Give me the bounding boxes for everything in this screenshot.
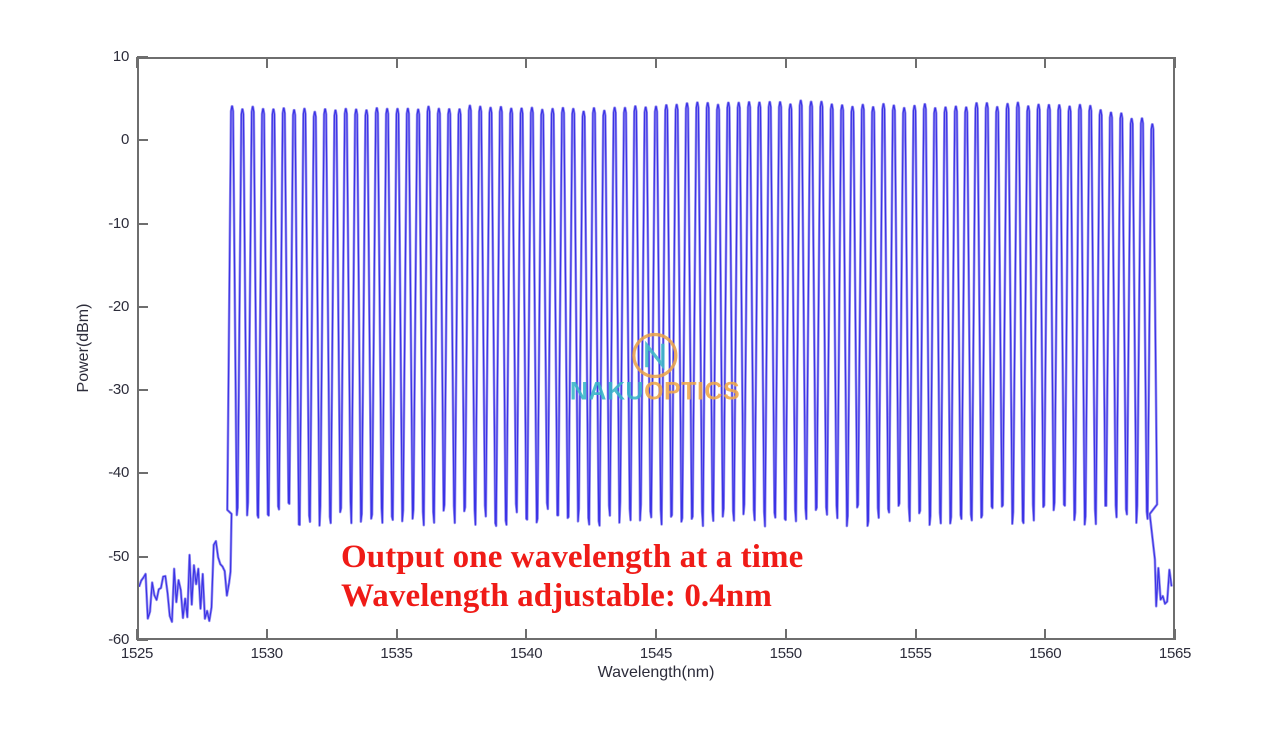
- annotation-line-1: Output one wavelength at a time: [341, 539, 804, 575]
- y-axis-tick: [137, 305, 148, 308]
- x-axis-tick: [655, 629, 657, 640]
- y-axis-title: Power(dBm): [75, 303, 92, 393]
- y-axis-tick: [137, 56, 148, 58]
- red-annotation-text: Output one wavelength at a time Waveleng…: [341, 538, 803, 616]
- y-axis-tick-label: -60: [108, 631, 129, 648]
- x-axis-tick: [784, 629, 787, 640]
- x-axis-tick-top: [655, 57, 657, 68]
- y-axis-tick: [137, 139, 148, 142]
- x-axis-tick-label: 1565: [1158, 645, 1192, 662]
- y-axis-tick-label: -50: [108, 547, 129, 565]
- y-axis-tick: [137, 555, 148, 558]
- y-axis-tick-label: -10: [108, 214, 129, 232]
- x-axis-title: Wavelength(nm): [597, 664, 715, 681]
- x-axis-tick-label: 1530: [250, 645, 283, 662]
- x-axis-tick-label: 1535: [380, 645, 413, 662]
- y-axis-tick: [137, 639, 148, 641]
- x-axis-tick-label: 1560: [1029, 645, 1062, 662]
- x-axis-tick-top: [136, 57, 138, 68]
- y-axis-tick-label: -40: [108, 464, 129, 482]
- x-axis-tick-top: [1174, 57, 1176, 68]
- x-axis-tick-label: 1540: [510, 645, 543, 662]
- y-axis-tick: [137, 222, 148, 225]
- y-axis-tick-label: -20: [108, 297, 129, 315]
- x-axis-tick-label: 1550: [769, 645, 802, 662]
- y-axis-tick-label: 10: [112, 48, 129, 65]
- x-axis-tick-top: [525, 57, 528, 68]
- x-axis-tick: [525, 629, 528, 640]
- x-axis-tick: [1174, 629, 1176, 640]
- spectrum-trace-line: [139, 101, 1172, 622]
- x-axis-tick-top: [784, 57, 787, 68]
- x-axis-tick-label: 1525: [120, 645, 154, 662]
- x-axis-tick: [265, 629, 268, 640]
- x-axis-tick-label: 1555: [899, 645, 932, 662]
- x-axis-tick-top: [395, 57, 398, 68]
- x-axis-tick: [914, 629, 917, 640]
- spectrum-trace: [139, 59, 1173, 638]
- x-axis-tick-top: [265, 57, 268, 68]
- y-axis-tick-label: -30: [108, 381, 129, 399]
- x-axis-tick: [136, 629, 138, 640]
- x-axis-tick-top: [914, 57, 917, 68]
- x-axis-tick-label: 1545: [639, 645, 673, 662]
- annotation-line-2: Wavelength adjustable: 0.4nm: [341, 577, 772, 614]
- x-axis-tick: [395, 629, 398, 640]
- y-axis-tick-label: 0: [120, 131, 129, 149]
- x-axis-tick-top: [1044, 57, 1047, 68]
- x-axis-tick: [1044, 629, 1047, 640]
- y-axis-tick: [137, 389, 148, 392]
- y-axis-tick: [137, 472, 148, 475]
